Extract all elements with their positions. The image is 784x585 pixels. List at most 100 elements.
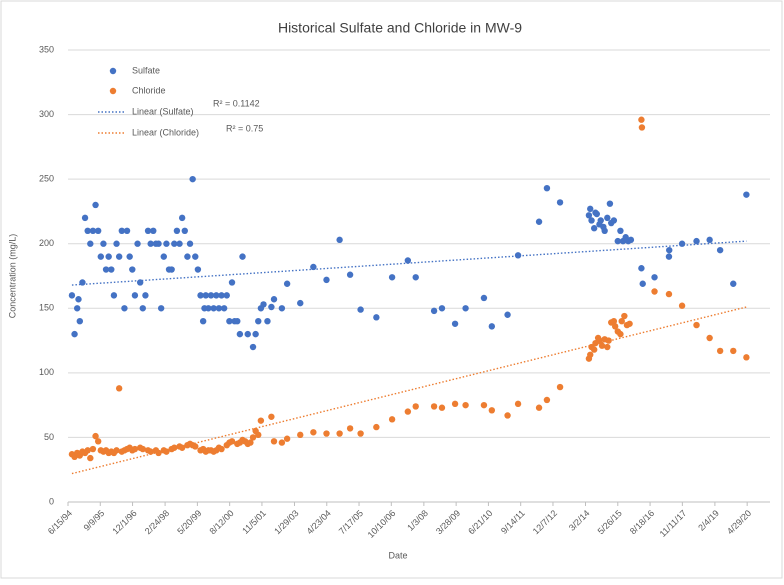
y-tick-label: 250 xyxy=(39,174,54,184)
point xyxy=(666,246,673,254)
trendline xyxy=(71,306,747,475)
point xyxy=(605,337,612,344)
point xyxy=(693,237,700,245)
point xyxy=(716,347,724,355)
legend-marker xyxy=(109,67,117,75)
point xyxy=(102,266,110,273)
point xyxy=(121,305,128,312)
point xyxy=(412,274,419,281)
point xyxy=(504,412,511,419)
point xyxy=(247,439,254,446)
point xyxy=(587,351,594,358)
point xyxy=(604,214,611,222)
point xyxy=(163,240,170,247)
point xyxy=(249,434,257,441)
point xyxy=(207,292,215,299)
point xyxy=(283,435,291,442)
point xyxy=(451,320,459,327)
point xyxy=(617,227,624,234)
point xyxy=(94,227,102,234)
point xyxy=(92,201,99,209)
point xyxy=(252,330,259,338)
point xyxy=(131,292,139,299)
point xyxy=(131,445,139,453)
r2-annotation: R² = 0.75 xyxy=(226,123,263,133)
point xyxy=(257,417,265,424)
point xyxy=(142,292,149,299)
point xyxy=(488,323,496,330)
point xyxy=(438,404,446,411)
point xyxy=(706,236,713,244)
point xyxy=(639,280,646,287)
point xyxy=(346,271,354,278)
point xyxy=(192,443,199,450)
point xyxy=(514,400,522,408)
point xyxy=(155,240,162,247)
point xyxy=(323,276,330,284)
point xyxy=(278,305,286,312)
point xyxy=(462,305,469,312)
point xyxy=(184,253,191,260)
point xyxy=(155,449,162,457)
point xyxy=(139,305,146,312)
point xyxy=(514,252,522,259)
point xyxy=(587,205,594,213)
point xyxy=(210,305,217,312)
point xyxy=(129,266,136,273)
point xyxy=(638,116,645,123)
point xyxy=(173,227,181,234)
point xyxy=(228,438,236,445)
point xyxy=(336,236,343,244)
point xyxy=(81,214,89,222)
point xyxy=(593,210,600,218)
point xyxy=(92,432,99,440)
point xyxy=(139,445,146,453)
point xyxy=(388,416,396,423)
point xyxy=(123,227,131,234)
point xyxy=(244,330,251,338)
point xyxy=(480,401,488,409)
point xyxy=(176,240,183,247)
point xyxy=(75,296,82,303)
r2-annotation: R² = 0.1142 xyxy=(213,98,260,108)
point xyxy=(199,318,207,325)
point xyxy=(651,274,658,281)
point xyxy=(297,431,304,439)
point xyxy=(118,227,125,234)
point xyxy=(218,292,225,299)
point xyxy=(73,305,81,312)
point xyxy=(665,253,673,260)
y-tick-label: 300 xyxy=(39,109,54,119)
point xyxy=(618,318,625,325)
point xyxy=(651,288,658,295)
point xyxy=(94,438,102,445)
point xyxy=(87,454,94,462)
point xyxy=(310,263,317,271)
point xyxy=(134,240,141,247)
point xyxy=(228,279,236,286)
point xyxy=(357,306,364,313)
point xyxy=(234,318,241,325)
point xyxy=(621,312,628,320)
point xyxy=(113,240,120,247)
point xyxy=(79,279,86,286)
point xyxy=(601,227,608,234)
legend-label: Linear (Sulfate) xyxy=(132,106,194,116)
point xyxy=(255,318,262,325)
legend-label: Linear (Chloride) xyxy=(132,127,199,137)
point xyxy=(543,396,551,404)
point xyxy=(665,290,673,298)
point xyxy=(535,404,543,411)
point xyxy=(205,305,212,312)
point xyxy=(743,354,750,361)
point xyxy=(336,430,343,437)
point xyxy=(404,408,412,415)
point xyxy=(115,385,123,392)
point xyxy=(113,447,120,454)
point xyxy=(606,200,614,207)
point xyxy=(270,438,278,445)
point xyxy=(150,227,157,234)
point xyxy=(610,217,618,224)
